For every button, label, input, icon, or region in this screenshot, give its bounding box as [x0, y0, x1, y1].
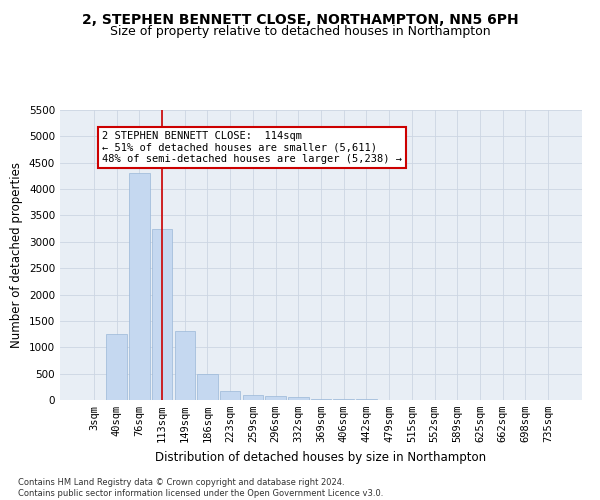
Bar [129, 174, 149, 400]
Bar [106, 334, 127, 400]
Bar [311, 399, 331, 400]
X-axis label: Distribution of detached houses by size in Northampton: Distribution of detached houses by size … [155, 450, 487, 464]
Bar [197, 374, 218, 400]
Bar [288, 398, 308, 400]
Bar [334, 399, 354, 400]
Bar [152, 228, 172, 400]
Text: 2, STEPHEN BENNETT CLOSE, NORTHAMPTON, NN5 6PH: 2, STEPHEN BENNETT CLOSE, NORTHAMPTON, N… [82, 12, 518, 26]
Text: Size of property relative to detached houses in Northampton: Size of property relative to detached ho… [110, 25, 490, 38]
Bar [175, 332, 195, 400]
Bar [265, 396, 286, 400]
Y-axis label: Number of detached properties: Number of detached properties [10, 162, 23, 348]
Bar [242, 394, 263, 400]
Text: 2 STEPHEN BENNETT CLOSE:  114sqm
← 51% of detached houses are smaller (5,611)
48: 2 STEPHEN BENNETT CLOSE: 114sqm ← 51% of… [102, 131, 402, 164]
Text: Contains HM Land Registry data © Crown copyright and database right 2024.
Contai: Contains HM Land Registry data © Crown c… [18, 478, 383, 498]
Bar [220, 391, 241, 400]
